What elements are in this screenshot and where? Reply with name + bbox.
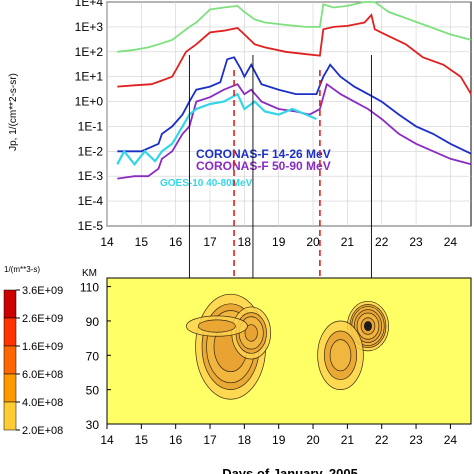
contour-blob-4: [317, 320, 364, 390]
altitude-x-tick-label: 24: [444, 433, 458, 447]
flux-y-tick-label: 1E+3: [75, 20, 104, 34]
flux-x-tick-label: 18: [238, 235, 252, 249]
altitude-y-tick-label: 90: [86, 315, 100, 329]
contour-level: [244, 324, 258, 342]
altitude-chart: 30 50 70 90 110 14 15 16 17 18 19 20 21 22 23 24 KM Da…: [3, 265, 472, 474]
legend-entry-0: CORONAS-F 14-26 MeV: [196, 147, 331, 161]
legend-entry-2: GOES-10 40-80MeV: [160, 178, 253, 189]
flux-series-line-0: [117, 1, 472, 53]
contour-blob-2: [185, 315, 248, 337]
flux-x-tick-label: 14: [100, 235, 114, 249]
contour-level: [197, 319, 236, 333]
colorbar-tick-label: 6.0E+08: [22, 369, 63, 381]
flux-x-ticks: 14 15 16 17 18 19 20 21 22 23 24: [100, 235, 457, 249]
colorbar-segment: [3, 401, 17, 431]
altitude-y-axis-label: KM: [82, 268, 97, 279]
altitude-y-tick-label: 110: [80, 281, 99, 295]
altitude-y-tick-label: 30: [86, 418, 100, 432]
altitude-y-ticks: 30 50 70 90 110: [80, 281, 111, 432]
flux-grid: [106, 1, 471, 227]
flux-x-tick-label: 21: [341, 235, 355, 249]
flux-y-axis-label: Jp, 1/(cm**2-s-sr): [8, 73, 19, 151]
colorbar-tick-label: 2.0E+08: [22, 425, 63, 437]
flux-series-line-2: [117, 56, 472, 155]
altitude-x-tick-label: 14: [100, 433, 114, 447]
flux-x-tick-label: 17: [203, 235, 217, 249]
flux-y-tick-label: 1E-3: [78, 169, 104, 183]
altitude-x-tick-label: 22: [375, 433, 389, 447]
altitude-y-tick-label: 70: [86, 349, 100, 363]
altitude-x-tick-label: 17: [203, 433, 217, 447]
altitude-plot-area: [106, 277, 472, 425]
altitude-x-axis-label: Days of January, 2005: [222, 466, 358, 474]
flux-y-tick-label: 1E-4: [78, 194, 104, 208]
altitude-x-tick-label: 23: [409, 433, 423, 447]
colorbar-tick-label: 1.6E+09: [22, 341, 63, 353]
flux-y-tick-label: 1E+0: [75, 95, 104, 109]
flux-y-tick-label: 1E+4: [75, 0, 104, 9]
colorbar-segment: [3, 289, 17, 319]
altitude-x-tick-label: 19: [272, 433, 286, 447]
flux-x-tick-label: 22: [375, 235, 389, 249]
legend-entry-1: CORONAS-F 50-90 MeV: [196, 159, 331, 173]
flux-plot-area: [106, 1, 472, 227]
flux-x-tick-label: 24: [444, 235, 458, 249]
flux-series-line-1: [117, 13, 472, 95]
contour-peak: [363, 321, 372, 332]
flux-y-tick-label: 1E+2: [75, 45, 104, 59]
flux-y-tick-label: 1E+1: [75, 70, 104, 84]
flux-y-tick-label: 1E-1: [78, 119, 104, 133]
altitude-x-tick-label: 21: [341, 433, 355, 447]
flux-series: [116, 1, 472, 180]
contour-level: [329, 339, 352, 372]
colorbar: 3.6E+09 2.6E+09 1.6E+09 6.0E+08 4.0E+08 2.0E+…: [3, 285, 63, 437]
flux-chart: 1E-5 1E-4 1E-3 1E-2 1E-1 1E+0 1E+1 1E+2 1E+3 1E+4…: [8, 0, 472, 249]
altitude-x-tick-label: 18: [238, 433, 252, 447]
flux-y-tick-label: 1E-5: [78, 219, 104, 233]
altitude-x-tick-label: 16: [169, 433, 183, 447]
flux-series-line-3: [117, 82, 472, 180]
flux-x-tick-label: 20: [306, 235, 320, 249]
flux-x-tick-label: 19: [272, 235, 286, 249]
altitude-y-tick-label: 50: [86, 384, 100, 398]
colorbar-segment: [3, 373, 17, 403]
flux-series-line-4: [116, 92, 317, 167]
colorbar-segment: [3, 317, 17, 347]
flux-x-tick-label: 16: [169, 235, 183, 249]
flux-x-tick-label: 15: [135, 235, 149, 249]
colorbar-segment: [3, 345, 17, 375]
flux-x-tick-label: 23: [409, 235, 423, 249]
altitude-x-tick-label: 20: [306, 433, 320, 447]
colorbar-tick-label: 4.0E+08: [22, 397, 63, 409]
altitude-x-ticks: 14 15 16 17 18 19 20 21 22 23 24: [100, 424, 457, 447]
colorbar-unit: 1/(m**3-s): [4, 265, 40, 274]
colorbar-tick-label: 3.6E+09: [22, 285, 63, 297]
flux-y-tick-label: 1E-2: [78, 144, 104, 158]
altitude-x-tick-label: 15: [135, 433, 149, 447]
colorbar-tick-label: 2.6E+09: [22, 313, 63, 325]
flux-y-ticks: 1E-5 1E-4 1E-3 1E-2 1E-1 1E+0 1E+1 1E+2 1E+3 1E+4: [75, 0, 104, 233]
altitude-contours: [185, 293, 389, 400]
